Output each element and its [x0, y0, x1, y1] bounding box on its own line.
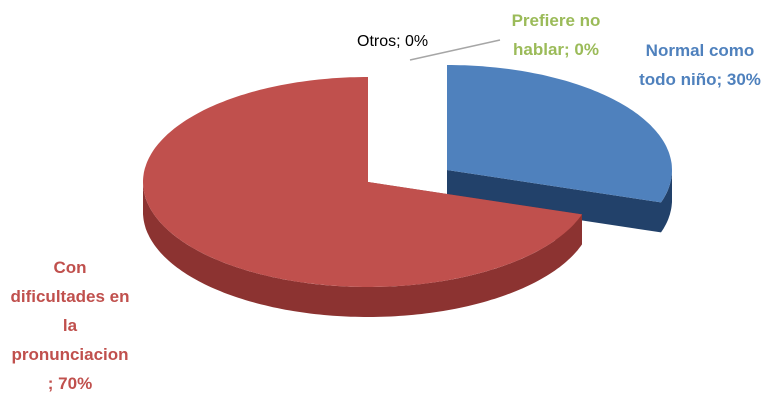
data-label: Normal como todo niño; 30% [639, 41, 761, 89]
slice [143, 77, 582, 287]
slice-side [661, 170, 672, 233]
data-label: Con dificultades en la pronunciacion; 70… [10, 258, 130, 393]
data-label: Prefiere no hablar; 0% [511, 11, 601, 59]
slice-side [143, 182, 582, 317]
leader-line [409, 39, 501, 61]
data-label: Otros; 0% [357, 33, 429, 50]
slice-tops [143, 65, 672, 287]
slice-cut-face [447, 170, 661, 233]
slice [447, 65, 672, 203]
